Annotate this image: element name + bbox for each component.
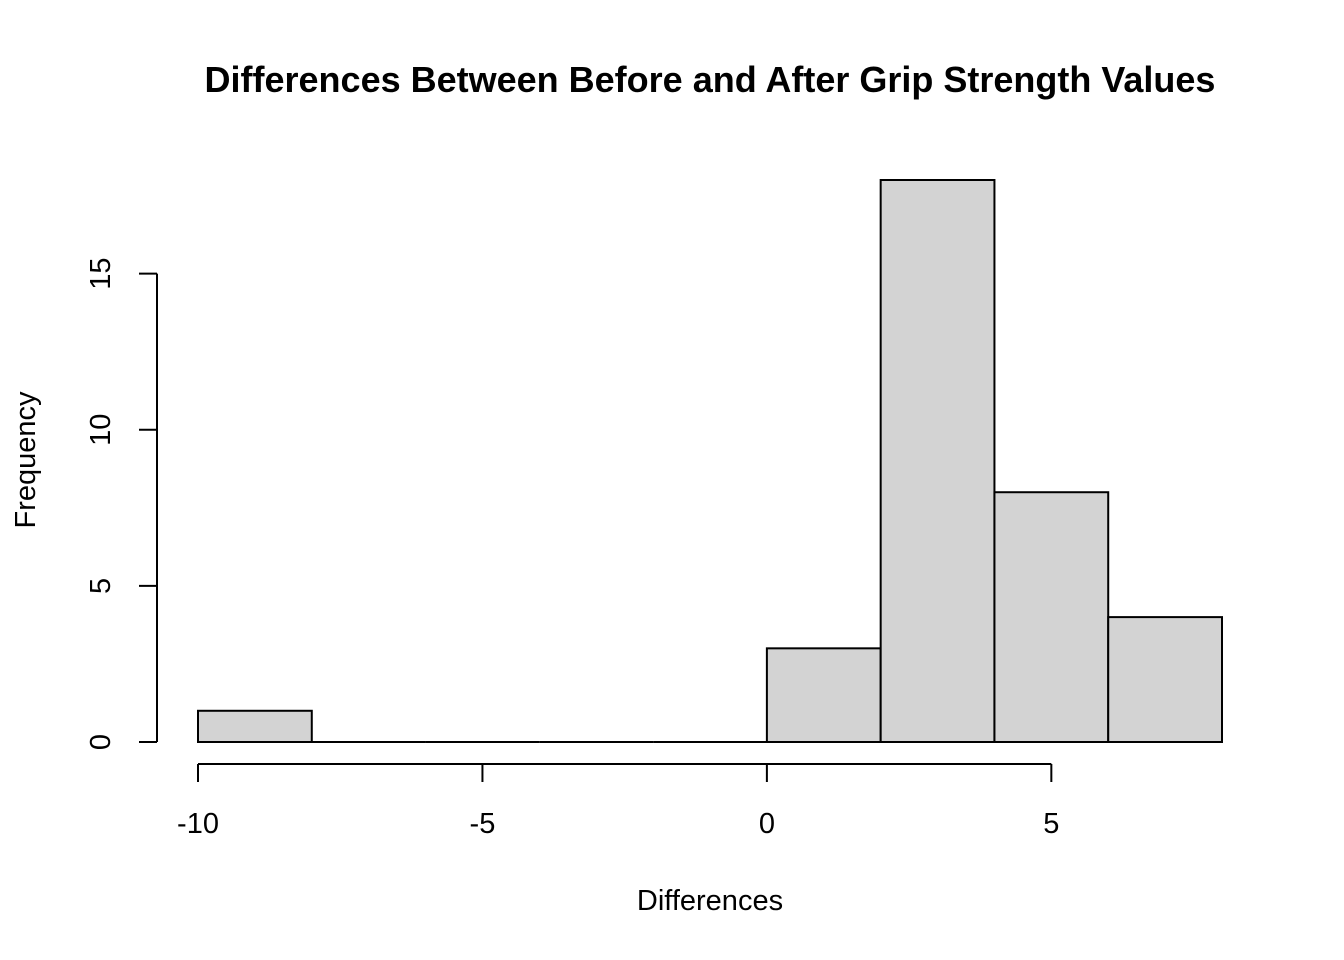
chart-title: Differences Between Before and After Gri… xyxy=(205,59,1216,100)
histogram-bar xyxy=(765,647,882,743)
y-tick-label: 10 xyxy=(85,414,117,446)
y-axis-label: Frequency xyxy=(10,391,42,529)
x-axis-label: Differences xyxy=(637,885,783,917)
x-tick-label: 5 xyxy=(1043,808,1059,840)
x-tick-label: 0 xyxy=(759,808,775,840)
y-tick-label: 0 xyxy=(85,734,117,750)
histogram-bar xyxy=(197,709,313,743)
y-tick-label: 5 xyxy=(85,578,117,594)
x-tick-label: -5 xyxy=(470,808,496,840)
y-tick-label: 15 xyxy=(85,258,117,290)
x-tick-label: -10 xyxy=(177,808,219,840)
x-axis: -10 -5 0 5 xyxy=(177,763,1059,840)
y-axis: 0 5 10 15 xyxy=(85,258,158,750)
bars-group xyxy=(197,179,1223,743)
histogram-bar xyxy=(1107,616,1223,743)
histogram-bar xyxy=(993,491,1110,743)
histogram-bar xyxy=(879,179,996,743)
